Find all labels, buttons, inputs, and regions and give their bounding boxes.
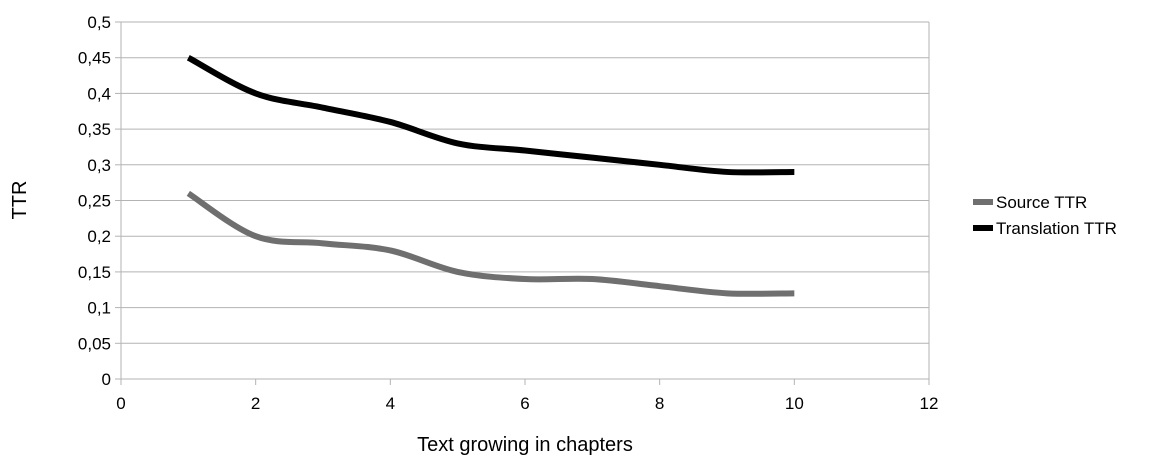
tick-labels: 0 0,05 0,1 0,15 0,2 0,25 0,3 0,35 0,4 0,45 0,5 0 2 4 6… xyxy=(78,13,939,413)
y-tick-label: 0 xyxy=(102,370,111,389)
y-tick-label: 0,45 xyxy=(78,49,111,68)
source-ttr-legend-swatch xyxy=(973,199,993,205)
x-tick-label: 10 xyxy=(785,394,804,413)
x-axis-title: Text growing in chapters xyxy=(417,434,633,456)
y-axis-title: TTR xyxy=(9,181,31,220)
x-tick-label: 4 xyxy=(386,394,395,413)
y-tick-label: 0,05 xyxy=(78,334,111,353)
y-tick-label: 0,3 xyxy=(87,156,111,175)
source-ttr-legend-label: Source TTR xyxy=(996,193,1087,212)
gridlines xyxy=(121,21,929,380)
x-tick-label: 12 xyxy=(920,394,939,413)
translation-ttr-legend-label: Translation TTR xyxy=(996,219,1117,238)
x-tick-label: 6 xyxy=(520,394,529,413)
y-tick-label: 0,2 xyxy=(87,227,111,246)
y-tick-label: 0,15 xyxy=(78,263,111,282)
axes xyxy=(115,21,930,385)
source-ttr-line xyxy=(186,190,795,297)
data-series xyxy=(186,55,795,297)
legend: Source TTR Translation TTR xyxy=(973,193,1117,238)
x-tick-label: 8 xyxy=(655,394,664,413)
y-tick-label: 0,35 xyxy=(78,120,111,139)
y-tick-label: 0,1 xyxy=(87,299,111,318)
y-tick-label: 0,5 xyxy=(87,13,111,32)
y-tick-label: 0,4 xyxy=(87,84,111,103)
x-tick-label: 2 xyxy=(251,394,260,413)
x-tick-label: 0 xyxy=(116,394,125,413)
y-tick-label: 0,25 xyxy=(78,192,111,211)
translation-ttr-legend-swatch xyxy=(973,225,993,231)
translation-ttr-line xyxy=(186,55,795,176)
